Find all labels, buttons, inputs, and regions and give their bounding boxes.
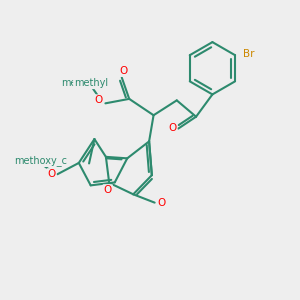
Text: O: O [168, 123, 176, 133]
Text: O: O [157, 198, 165, 208]
Text: Br: Br [243, 49, 254, 59]
Text: O: O [47, 169, 56, 179]
Text: methoxy_c: methoxy_c [14, 155, 67, 166]
Text: methyl: methyl [74, 78, 108, 88]
Text: CH₃: CH₃ [82, 78, 100, 88]
Text: O: O [94, 95, 103, 105]
Text: O: O [103, 185, 112, 195]
Text: methyl: methyl [61, 77, 96, 88]
Text: O: O [119, 66, 128, 76]
